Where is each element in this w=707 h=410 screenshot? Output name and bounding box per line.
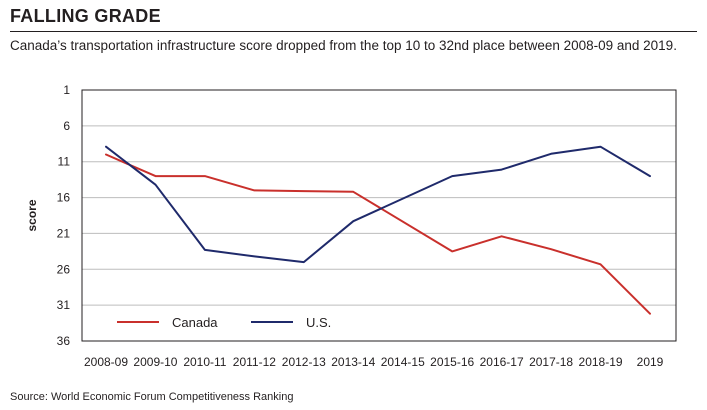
y-tick-label: 1	[63, 83, 70, 97]
y-tick-label: 26	[57, 262, 71, 276]
legend: Canada U.S.	[117, 315, 331, 330]
y-tick-label: 21	[57, 226, 71, 240]
chart-subtitle: Canada’s transportation infrastructure s…	[10, 38, 677, 53]
x-tick-label: 2016-17	[480, 355, 524, 369]
x-axis-ticks: 2008-09 2009-10 2010-11 2011-12 2012-13 2013-…	[84, 355, 664, 369]
x-tick-label: 2008-09	[84, 355, 128, 369]
x-tick-label: 2019	[637, 355, 664, 369]
x-tick-label: 2009-10	[133, 355, 177, 369]
x-tick-label: 2015-16	[430, 355, 474, 369]
series-line-us	[105, 145, 651, 264]
legend-label-canada: Canada	[172, 315, 218, 330]
series-line-canada	[105, 153, 651, 315]
y-tick-label: 16	[57, 191, 71, 205]
x-tick-label: 2014-15	[381, 355, 425, 369]
x-tick-label: 2013-14	[331, 355, 375, 369]
series-lines	[105, 145, 651, 315]
y-tick-label: 31	[57, 298, 71, 312]
title-rule	[10, 31, 697, 32]
x-tick-label: 2017-18	[529, 355, 573, 369]
plot-frame	[81, 89, 677, 342]
y-tick-label: 36	[57, 334, 71, 348]
gridlines	[82, 125, 676, 306]
x-tick-label: 2010-11	[183, 355, 226, 369]
y-tick-label: 11	[58, 155, 71, 169]
x-tick-label: 2012-13	[282, 355, 326, 369]
chart-title: FALLING GRADE	[10, 6, 161, 26]
x-tick-label: 2011-12	[233, 355, 276, 369]
y-tick-label: 6	[63, 119, 70, 133]
y-axis-label: score	[25, 199, 39, 231]
source-note: Source: World Economic Forum Competitive…	[10, 391, 294, 403]
legend-label-us: U.S.	[306, 315, 331, 330]
x-tick-label: 2018-19	[579, 355, 623, 369]
